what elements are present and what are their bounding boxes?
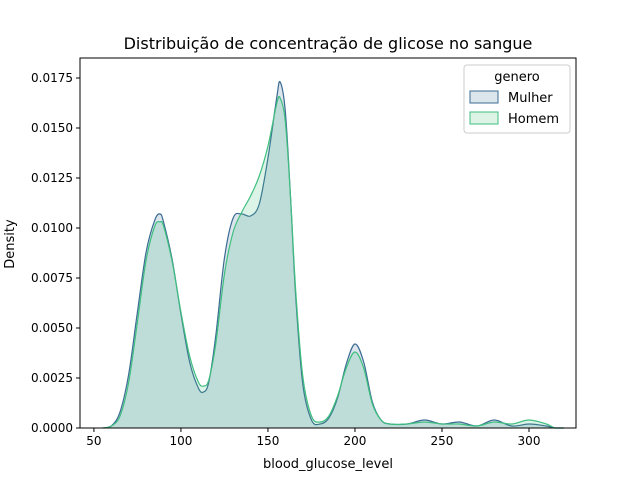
axis-ticks: 50 100 150 200 250 300 0.0000 0.0025 0.0050 0.007…	[31, 71, 540, 448]
series-layer	[102, 80, 564, 429]
y-tick-label: 0.0150	[31, 121, 73, 135]
x-tick-label: 250	[431, 434, 454, 448]
plot-frame	[79, 57, 577, 429]
legend-label-mulher: Mulher	[508, 91, 553, 106]
density-line-homem	[102, 95, 564, 429]
density-area-mulher	[102, 81, 564, 429]
chart-title: Distribuição de concentração de glicose …	[124, 34, 533, 53]
legend-title: genero	[494, 70, 540, 85]
x-tick-label: 300	[518, 434, 541, 448]
x-tick-label: 200	[344, 434, 367, 448]
y-tick-label: 0.0050	[31, 321, 73, 335]
y-tick-label: 0.0100	[31, 221, 73, 235]
x-axis-label: blood_glucose_level	[263, 457, 393, 472]
x-tick-label: 50	[86, 434, 101, 448]
y-axis-label: Density	[3, 219, 18, 269]
legend-swatch-homem	[469, 111, 499, 125]
legend: genero Mulher Homem	[463, 64, 571, 134]
y-tick-label: 0.0125	[31, 171, 73, 185]
y-tick-label: 0.0075	[31, 271, 73, 285]
density-area-homem	[102, 96, 564, 428]
x-tick-label: 100	[169, 434, 192, 448]
x-tick-label: 150	[257, 434, 280, 448]
y-tick-label: 0.0025	[31, 371, 73, 385]
legend-label-homem: Homem	[508, 112, 559, 127]
y-tick-label: 0.0175	[31, 71, 73, 85]
legend-swatch-mulher	[469, 90, 499, 104]
y-tick-label: 0.0000	[31, 421, 73, 435]
